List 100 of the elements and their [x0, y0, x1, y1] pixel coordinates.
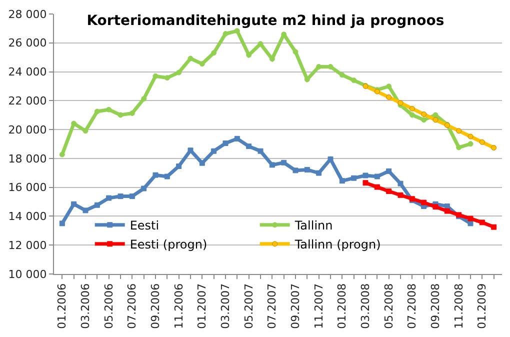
point [258, 148, 264, 154]
x-tick-label: 05.2008 [382, 283, 396, 329]
point [386, 84, 392, 90]
point [71, 120, 77, 126]
x-tick-label: 07.2006 [126, 283, 139, 329]
x-tick-label: 03.2008 [359, 283, 372, 329]
x-tick-label: 11.2008 [452, 283, 466, 329]
point [141, 96, 147, 102]
point [421, 111, 427, 117]
point [456, 128, 462, 134]
x-tick-label: 05.2006 [102, 283, 116, 329]
point [386, 188, 392, 194]
point [292, 49, 298, 55]
point [258, 41, 264, 47]
x-tick-label: 01.2007 [196, 283, 209, 329]
point [374, 184, 380, 190]
point [188, 148, 194, 154]
point [246, 144, 252, 150]
point [222, 140, 228, 146]
x-tick-label: 11.2007 [312, 283, 326, 329]
point [386, 94, 392, 100]
point [199, 61, 205, 67]
point [292, 168, 298, 174]
x-tick-label: 09.2006 [149, 283, 162, 329]
x-tick-label: 09.2007 [289, 283, 302, 329]
point [129, 194, 135, 200]
x-tick-label: 01.2006 [56, 283, 69, 329]
point [199, 160, 205, 166]
point [82, 128, 88, 134]
point [339, 178, 345, 184]
point [316, 170, 322, 176]
point [479, 139, 485, 145]
point [269, 162, 275, 168]
point [432, 117, 438, 123]
point [188, 56, 194, 62]
point [398, 180, 404, 186]
point [398, 192, 404, 198]
point [106, 195, 112, 201]
point [468, 220, 474, 226]
point [234, 136, 240, 142]
point [362, 180, 368, 186]
chart-title: Korteriomanditehingute m2 hind ja prognoos [86, 12, 444, 29]
point [409, 106, 415, 112]
y-tick-label: 22 000 [8, 94, 47, 108]
point [444, 208, 450, 214]
point [152, 73, 158, 79]
point [468, 216, 474, 222]
point [71, 201, 77, 207]
legend-label: Tallinn [294, 218, 333, 233]
point [118, 194, 124, 200]
point [141, 186, 147, 192]
point [176, 70, 182, 76]
point [94, 202, 100, 208]
point [304, 166, 310, 172]
point [129, 110, 135, 116]
legend-label: Tallinn (progn) [294, 238, 381, 252]
point [118, 112, 124, 118]
y-tick-label: 12 000 [8, 238, 47, 252]
point [362, 172, 368, 178]
point [164, 174, 170, 180]
point [164, 75, 170, 81]
x-tick-label: 07.2007 [266, 283, 279, 329]
point [456, 144, 462, 150]
point [432, 112, 438, 118]
y-tick-label: 18 000 [8, 152, 47, 166]
point [421, 200, 427, 206]
point [421, 117, 427, 123]
y-tick-label: 20 000 [8, 123, 47, 136]
point [351, 78, 357, 84]
y-tick-label: 16 000 [8, 181, 47, 194]
point [374, 174, 380, 180]
point [479, 220, 485, 226]
point [94, 108, 100, 114]
x-tick-label: 03.2006 [79, 283, 92, 329]
x-tick-label: 03.2007 [219, 283, 232, 329]
point [211, 50, 217, 56]
point [106, 106, 112, 112]
x-tick-label: 09.2008 [429, 283, 442, 329]
y-tick-label: 14 000 [8, 210, 47, 224]
point [59, 152, 65, 158]
point [59, 220, 65, 226]
point [491, 224, 497, 230]
point [152, 172, 158, 178]
y-tick-label: 10 000 [8, 268, 47, 281]
point [281, 160, 287, 166]
point [409, 112, 415, 118]
legend-label: Eesti (progn) [130, 238, 208, 252]
x-tick-label: 07.2008 [406, 283, 419, 329]
point [339, 72, 345, 78]
point [468, 141, 474, 147]
point [222, 31, 228, 37]
point [211, 148, 217, 154]
point [491, 145, 497, 151]
x-tick-label: 11.2006 [172, 283, 186, 329]
x-tick-label: 01.2008 [336, 283, 349, 329]
point [386, 168, 392, 174]
x-tick-label: 01.2009 [476, 283, 489, 329]
point [432, 204, 438, 210]
point [468, 134, 474, 140]
y-tick-label: 28 000 [8, 8, 47, 21]
